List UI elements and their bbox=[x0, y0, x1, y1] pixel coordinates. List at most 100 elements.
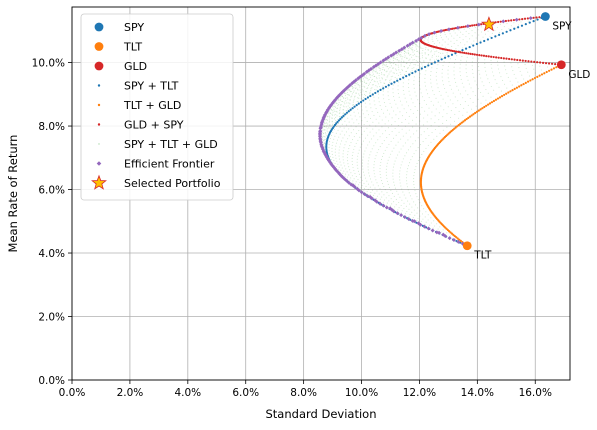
frontier-point-22 bbox=[388, 206, 393, 211]
combo-point-996 bbox=[396, 73, 398, 75]
combo-point-933 bbox=[328, 147, 330, 149]
pair-point-gld-spy-131 bbox=[505, 57, 508, 60]
combo-point-370 bbox=[415, 116, 417, 118]
combo-point-226 bbox=[407, 200, 409, 202]
combo-point-1707 bbox=[415, 48, 418, 50]
combo-point-590 bbox=[369, 131, 371, 133]
combo-point-249 bbox=[467, 94, 469, 96]
combo-point-442 bbox=[373, 167, 375, 169]
frontier-point-137 bbox=[501, 19, 506, 24]
combo-point-1235 bbox=[369, 74, 372, 76]
combo-point-1727 bbox=[417, 50, 419, 52]
combo-point-1043 bbox=[367, 87, 369, 89]
combo-point-741 bbox=[350, 132, 352, 134]
axes: 0.0% 2.0% 4.0% 6.0% 8.0% 10.0% 12.0% 14.0% 16.0%… bbox=[32, 6, 571, 399]
combo-point-278 bbox=[393, 181, 395, 183]
pair-point-tlt-gld-18 bbox=[518, 85, 521, 88]
combo-point-1652 bbox=[378, 75, 380, 77]
combo-point-1787 bbox=[458, 29, 460, 31]
combo-point-879 bbox=[344, 120, 346, 122]
combo-point-338 bbox=[390, 189, 392, 191]
combo-point-117 bbox=[446, 232, 448, 234]
combo-point-1586 bbox=[354, 95, 356, 97]
combo-point-1609 bbox=[361, 88, 363, 90]
combo-point-1833 bbox=[455, 48, 457, 50]
combo-point-1748 bbox=[413, 59, 415, 61]
combo-point-890 bbox=[331, 153, 333, 155]
combo-point-486 bbox=[379, 136, 381, 138]
selected-portfolio-star bbox=[480, 16, 497, 32]
combo-point-1189 bbox=[422, 47, 424, 50]
combo-point-1694 bbox=[390, 70, 392, 72]
legend-marker-spy-tlt-gld bbox=[98, 143, 100, 145]
combo-point-1750 bbox=[409, 65, 411, 67]
combo-point-1535 bbox=[344, 103, 346, 105]
combo-point-1420 bbox=[329, 115, 331, 117]
y-tick-label-4: 8.0% bbox=[38, 121, 65, 133]
combo-point-582 bbox=[397, 107, 399, 109]
combo-point-137 bbox=[458, 110, 460, 112]
combo-point-824 bbox=[382, 94, 384, 96]
pair-point-spy-tlt-138 bbox=[498, 33, 501, 36]
combo-point-778 bbox=[383, 98, 385, 100]
combo-point-1473 bbox=[346, 89, 348, 91]
combo-point-150 bbox=[415, 150, 417, 152]
combo-point-82 bbox=[446, 126, 448, 128]
combo-point-1265 bbox=[400, 55, 402, 57]
combo-point-128 bbox=[503, 83, 506, 85]
frontier-point-132 bbox=[446, 27, 451, 32]
combo-point-617 bbox=[478, 58, 480, 60]
frontier-point-19 bbox=[395, 211, 400, 216]
combo-point-83 bbox=[442, 129, 444, 131]
combo-point-162 bbox=[406, 186, 409, 188]
combo-point-146 bbox=[425, 138, 427, 140]
combo-point-387 bbox=[379, 167, 381, 170]
combo-point-224 bbox=[403, 194, 405, 196]
combo-point-626 bbox=[424, 85, 427, 87]
combo-point-1121 bbox=[375, 76, 378, 78]
pair-point-gld-spy-110 bbox=[457, 50, 460, 54]
combo-point-468 bbox=[455, 81, 457, 84]
combo-point-962 bbox=[356, 101, 358, 103]
combo-point-1784 bbox=[419, 66, 421, 68]
combo-point-1501 bbox=[351, 85, 353, 88]
combo-point-189 bbox=[485, 88, 487, 91]
combo-point-546 bbox=[362, 156, 364, 158]
combo-point-1733 bbox=[401, 68, 403, 70]
combo-point-955 bbox=[389, 79, 391, 82]
combo-point-1766 bbox=[417, 61, 419, 63]
pair-point-spy-tlt-81 bbox=[336, 120, 339, 124]
combo-point-1853 bbox=[471, 43, 473, 45]
combo-point-274 bbox=[392, 169, 394, 171]
combo-point-634 bbox=[386, 109, 389, 111]
combo-point-1587 bbox=[353, 98, 355, 100]
combo-point-1019 bbox=[323, 142, 325, 144]
combo-point-1828 bbox=[468, 33, 470, 35]
combo-point-1558 bbox=[353, 90, 355, 92]
frontier-point-130 bbox=[432, 30, 437, 35]
combo-point-1561 bbox=[349, 99, 351, 101]
frontier-point-133 bbox=[455, 25, 460, 30]
combo-point-1562 bbox=[348, 102, 350, 104]
combo-point-1859 bbox=[484, 33, 487, 35]
combo-point-650 bbox=[351, 157, 353, 160]
combo-point-1264 bbox=[406, 52, 408, 54]
combo-point-659 bbox=[361, 185, 363, 187]
combo-point-1084 bbox=[364, 86, 366, 88]
combo-point-1263 bbox=[412, 49, 414, 51]
pair-point-tlt-gld-16 bbox=[522, 82, 525, 86]
combo-point-216 bbox=[399, 170, 401, 172]
combo-point-327 bbox=[388, 156, 390, 158]
combo-point-1537 bbox=[343, 109, 345, 111]
combo-point-1714 bbox=[395, 69, 397, 71]
pair-point-gld-spy-32 bbox=[462, 25, 465, 28]
combo-point-1888 bbox=[537, 16, 539, 18]
combo-point-1169 bbox=[336, 103, 338, 105]
pair-point-tlt-gld-9 bbox=[538, 74, 541, 77]
frontier-point-3 bbox=[451, 237, 456, 242]
combo-point-1758 bbox=[440, 37, 442, 39]
combo-point-828 bbox=[365, 106, 367, 108]
combo-point-1746 bbox=[419, 52, 421, 55]
combo-point-232 bbox=[422, 218, 424, 220]
combo-point-211 bbox=[404, 155, 406, 157]
